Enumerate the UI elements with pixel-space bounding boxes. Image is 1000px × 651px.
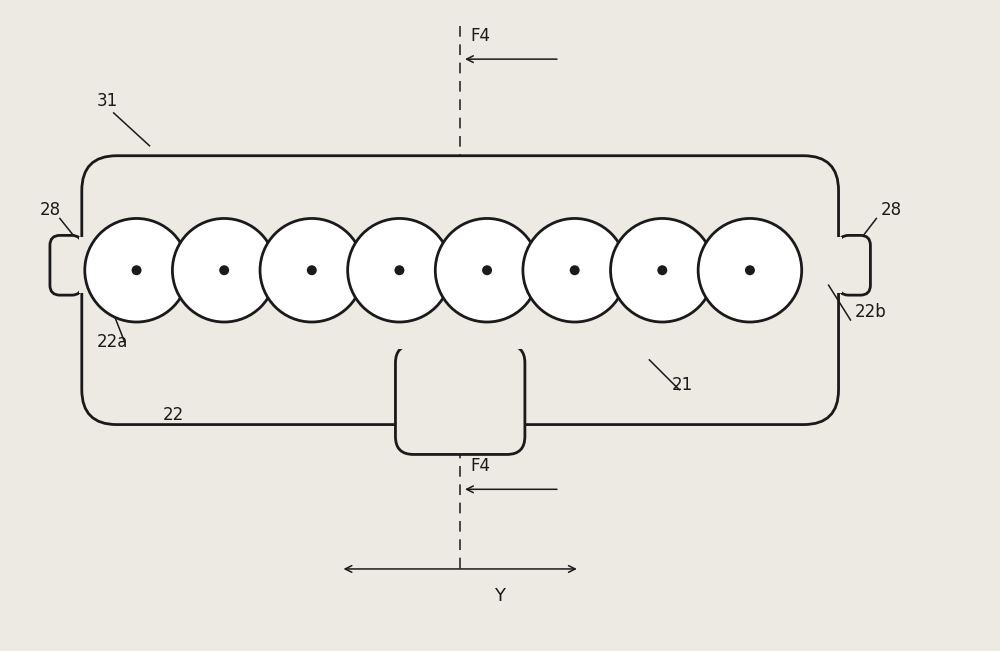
Circle shape (132, 265, 142, 275)
Bar (398, 343, 522, 349)
Circle shape (745, 265, 755, 275)
FancyBboxPatch shape (395, 345, 525, 454)
Circle shape (435, 219, 539, 322)
Circle shape (172, 219, 276, 322)
Circle shape (698, 219, 802, 322)
FancyBboxPatch shape (50, 236, 82, 295)
Circle shape (348, 219, 451, 322)
Circle shape (570, 265, 580, 275)
Circle shape (260, 219, 364, 322)
Circle shape (611, 219, 714, 322)
Circle shape (219, 265, 229, 275)
Circle shape (482, 265, 492, 275)
Text: 31: 31 (97, 92, 118, 110)
Text: 21: 21 (671, 376, 693, 394)
Text: 28: 28 (40, 202, 61, 219)
Bar (836, 238, 842, 293)
Circle shape (85, 219, 188, 322)
Circle shape (394, 265, 404, 275)
Text: 22b: 22b (854, 303, 886, 321)
Text: 28: 28 (880, 202, 901, 219)
Text: 22: 22 (163, 406, 184, 424)
Text: Y: Y (494, 587, 505, 605)
Text: F4: F4 (470, 458, 490, 475)
FancyBboxPatch shape (82, 156, 839, 424)
Circle shape (523, 219, 626, 322)
Text: F4: F4 (470, 27, 490, 45)
Circle shape (657, 265, 667, 275)
FancyBboxPatch shape (839, 236, 870, 295)
Bar (79, 238, 85, 293)
Circle shape (307, 265, 317, 275)
Text: 22a: 22a (97, 333, 128, 351)
